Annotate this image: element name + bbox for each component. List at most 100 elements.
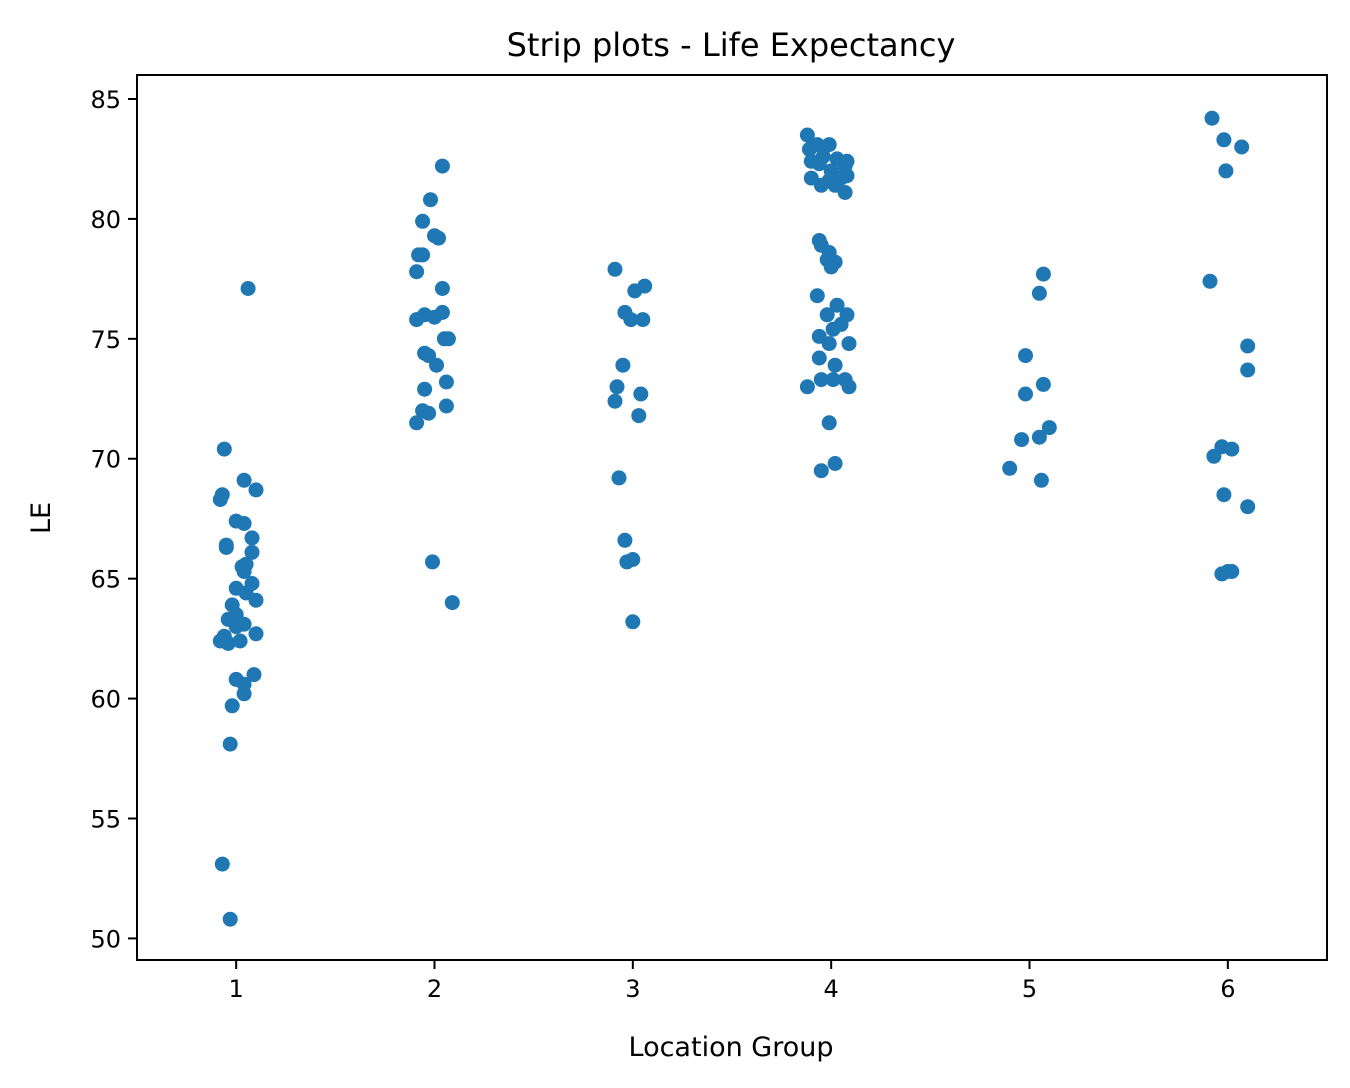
data-point (444, 595, 460, 611)
data-point (821, 336, 837, 352)
data-point (440, 331, 456, 347)
data-point (811, 156, 827, 172)
data-point (214, 856, 230, 872)
data-point (1240, 338, 1256, 354)
x-tick-label: 6 (1220, 975, 1235, 1003)
data-point (615, 357, 631, 373)
data-point (218, 540, 234, 555)
data-point (1218, 163, 1234, 179)
y-tick-label: 70 (90, 446, 121, 474)
data-point (627, 283, 643, 299)
data-point (607, 261, 623, 277)
data-point (236, 686, 252, 702)
data-point (409, 264, 425, 280)
data-point (1216, 132, 1232, 148)
data-point (1031, 429, 1047, 445)
y-axis: 50 55 60 65 70 75 80 85 (90, 86, 137, 953)
y-tick-label: 50 (90, 925, 121, 953)
data-point (1224, 441, 1240, 457)
data-point (244, 530, 260, 546)
y-tick-label: 75 (90, 326, 121, 354)
data-point (1033, 472, 1049, 488)
data-point (821, 137, 837, 153)
data-point (1224, 564, 1240, 579)
data-point (1035, 266, 1051, 282)
data-point (799, 379, 815, 395)
data-point (220, 635, 236, 651)
data-point (1041, 420, 1057, 436)
data-point (841, 379, 857, 395)
data-point (813, 372, 829, 388)
data-point (841, 336, 857, 352)
data-point (434, 281, 450, 296)
data-point (212, 492, 228, 507)
data-point (799, 127, 815, 143)
data-point (222, 911, 238, 927)
data-point (236, 516, 252, 531)
data-point (827, 357, 843, 373)
data-point (611, 470, 627, 486)
x-axis: 1 2 3 4 5 6 (229, 960, 1235, 1003)
data-point (423, 192, 438, 208)
data-point (1014, 432, 1030, 448)
data-point (417, 381, 433, 397)
data-point (236, 472, 252, 488)
data-point (246, 667, 262, 683)
data-point (438, 398, 454, 414)
data-point (1240, 499, 1256, 515)
data-point (427, 309, 442, 325)
data-point (825, 372, 841, 388)
data-point (631, 408, 647, 424)
data-point (232, 633, 248, 649)
data-point (240, 281, 256, 296)
data-point (224, 698, 240, 714)
y-tick-label: 80 (90, 206, 121, 234)
data-point (434, 158, 450, 174)
data-point (829, 297, 845, 313)
data-point (1204, 110, 1220, 126)
data-point (222, 736, 238, 752)
data-point (825, 321, 841, 337)
data-point (409, 415, 425, 431)
data-point (415, 247, 431, 263)
data-point (425, 554, 440, 570)
data-point (1202, 273, 1218, 289)
data-point (811, 350, 827, 366)
data-point (216, 441, 232, 457)
data-point (1206, 448, 1222, 464)
data-point (823, 259, 839, 275)
data-point (244, 544, 260, 560)
data-point (1018, 348, 1033, 364)
data-point (431, 230, 446, 246)
y-tick-label: 65 (90, 566, 121, 594)
y-axis-label: LE (26, 502, 57, 534)
data-point (813, 463, 829, 479)
data-point (635, 312, 651, 328)
data-point (429, 357, 444, 373)
x-tick-label: 1 (229, 975, 244, 1003)
data-point (228, 619, 244, 635)
data-point (421, 405, 437, 421)
plot-area-frame (136, 74, 1328, 961)
chart-title: Strip plots - Life Expectancy (507, 26, 956, 64)
x-tick-label: 3 (625, 975, 640, 1003)
x-tick-label: 5 (1022, 975, 1037, 1003)
data-point (827, 456, 843, 471)
data-point (625, 614, 641, 630)
data-point (633, 386, 649, 402)
data-point (607, 393, 623, 409)
data-point (1002, 460, 1018, 476)
y-tick-label: 60 (90, 686, 121, 714)
data-point (248, 482, 264, 498)
data-point (809, 288, 825, 304)
data-point (438, 374, 454, 390)
data-point (415, 213, 431, 229)
data-point (821, 415, 837, 431)
data-point (837, 185, 853, 200)
data-point (1234, 139, 1250, 155)
data-point (617, 532, 633, 548)
data-point (819, 307, 835, 323)
data-point (619, 554, 635, 570)
data-point (1035, 376, 1051, 392)
